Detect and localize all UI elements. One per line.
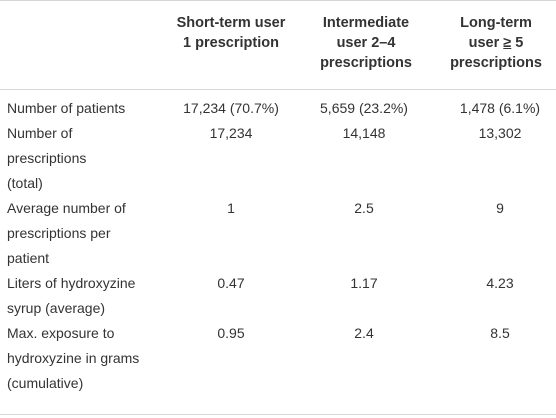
cell-prescriptions-short: 17,234 bbox=[209, 125, 253, 141]
header-long-term-line2: user ≥ 5 bbox=[436, 33, 556, 53]
row-label-line: patient bbox=[7, 250, 50, 266]
cell-exposure-intermediate: 2.4 bbox=[354, 325, 374, 341]
header-intermediate: Intermediate user 2–4 prescriptions bbox=[299, 13, 433, 73]
header-intermediate-line1: Intermediate bbox=[322, 15, 410, 31]
cell-average-intermediate: 2.5 bbox=[354, 200, 374, 216]
header-long-term-line2-a: user bbox=[468, 35, 504, 51]
header-long-term: Long-term user ≥ 5 prescriptions bbox=[436, 13, 556, 73]
cell-liters-short: 0.47 bbox=[217, 275, 245, 291]
cell-liters-long: 4.23 bbox=[486, 275, 514, 291]
header-intermediate-line2: user 2–4 bbox=[336, 35, 396, 51]
row-label-line: (total) bbox=[7, 175, 43, 191]
row-label-line: hydroxyzine in grams bbox=[7, 350, 140, 366]
row-label-line: Number of bbox=[7, 125, 73, 141]
cell-patients-long: 1,478 (6.1%) bbox=[459, 100, 541, 116]
header-short-term-line1: Short-term user bbox=[176, 15, 286, 31]
cell-patients-short: 17,234 (70.7%) bbox=[183, 100, 279, 116]
row-label-line: (cumulative) bbox=[7, 375, 84, 391]
row-label-line: prescriptions bbox=[7, 150, 87, 166]
cell-exposure-short: 0.95 bbox=[217, 325, 245, 341]
row-label-line: Number of patients bbox=[7, 100, 126, 116]
row-label-line: Average number of bbox=[7, 200, 126, 216]
row-label-max-exposure: Max. exposure to hydroxyzine in grams (c… bbox=[7, 321, 182, 396]
row-label-line: Liters of hydroxyzine bbox=[7, 275, 136, 291]
cell-patients-intermediate: 5,659 (23.2%) bbox=[320, 100, 408, 116]
row-label-line: syrup (average) bbox=[7, 300, 106, 316]
header-long-term-geq-symbol: ≥ bbox=[503, 35, 512, 51]
row-label-patients: Number of patients bbox=[7, 96, 182, 121]
header-intermediate-line3: prescriptions bbox=[320, 55, 412, 71]
row-label-line: prescriptions per bbox=[7, 225, 111, 241]
table-header-rule bbox=[0, 89, 556, 90]
row-label-liters-syrup: Liters of hydroxyzine syrup (average) bbox=[7, 271, 182, 321]
table-top-rule bbox=[0, 0, 556, 1]
cell-average-long: 9 bbox=[496, 200, 504, 216]
header-long-term-line2-b: 5 bbox=[511, 35, 524, 51]
row-label-prescriptions-total: Number of prescriptions (total) bbox=[7, 121, 182, 196]
row-label-average-prescriptions: Average number of prescriptions per pati… bbox=[7, 196, 182, 271]
cell-liters-intermediate: 1.17 bbox=[350, 275, 378, 291]
header-long-term-line3: prescriptions bbox=[450, 55, 542, 71]
cell-prescriptions-long: 13,302 bbox=[478, 125, 522, 141]
row-label-line: Max. exposure to bbox=[7, 325, 115, 341]
header-short-term: Short-term user 1 prescription bbox=[163, 13, 299, 53]
cell-prescriptions-intermediate: 14,148 bbox=[342, 125, 386, 141]
header-long-term-line1: Long-term bbox=[460, 15, 532, 31]
cell-average-short: 1 bbox=[227, 200, 235, 216]
table-bottom-rule bbox=[0, 414, 556, 415]
cell-exposure-long: 8.5 bbox=[490, 325, 510, 341]
header-short-term-line2: 1 prescription bbox=[183, 35, 279, 51]
